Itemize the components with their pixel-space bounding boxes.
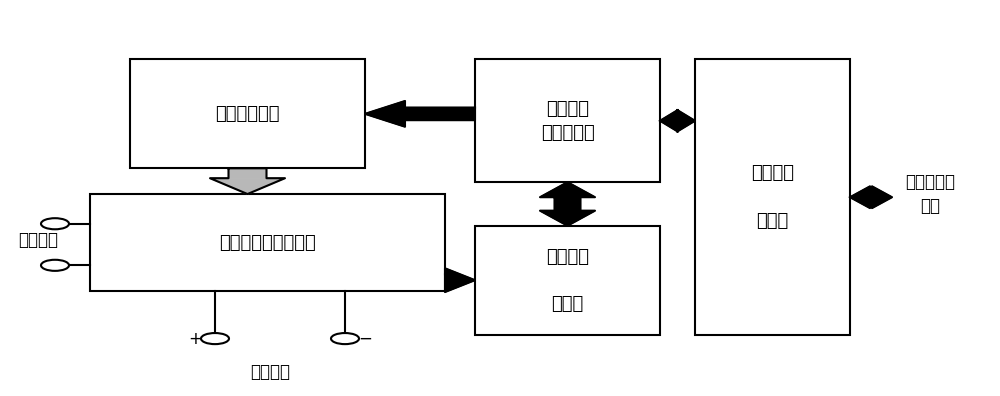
Bar — [677, 116, 678, 126]
Bar — [695, 59, 850, 335]
Text: +: + — [188, 329, 202, 348]
Polygon shape — [872, 187, 892, 208]
Circle shape — [41, 218, 69, 229]
Text: −: − — [358, 329, 372, 348]
Text: 供给负载: 供给负载 — [250, 363, 290, 381]
Polygon shape — [850, 187, 870, 208]
Polygon shape — [210, 178, 285, 194]
Text: 计算与控
制处理单元: 计算与控 制处理单元 — [541, 100, 594, 142]
Text: 通信、告警
设备: 通信、告警 设备 — [905, 173, 955, 215]
Circle shape — [331, 333, 359, 344]
Polygon shape — [445, 268, 475, 292]
Polygon shape — [365, 101, 405, 127]
Bar — [405, 107, 475, 120]
Bar — [554, 197, 580, 211]
Text: 电池组智能管理电路: 电池组智能管理电路 — [219, 234, 316, 251]
Polygon shape — [660, 110, 678, 131]
Bar — [475, 226, 660, 335]
Circle shape — [201, 333, 229, 344]
Bar — [870, 192, 872, 202]
Polygon shape — [540, 211, 595, 226]
Bar — [130, 59, 365, 168]
Text: 充电电源: 充电电源 — [18, 230, 58, 249]
Polygon shape — [677, 110, 695, 131]
Bar — [475, 59, 660, 182]
Text: 开关驱动电路: 开关驱动电路 — [215, 105, 280, 123]
Text: 通信与存

储单元: 通信与存 储单元 — [751, 164, 794, 230]
Circle shape — [41, 260, 69, 271]
Bar — [228, 168, 266, 178]
Text: 监测与检

测单元: 监测与检 测单元 — [546, 248, 589, 313]
Polygon shape — [540, 182, 595, 197]
Bar — [90, 194, 445, 291]
